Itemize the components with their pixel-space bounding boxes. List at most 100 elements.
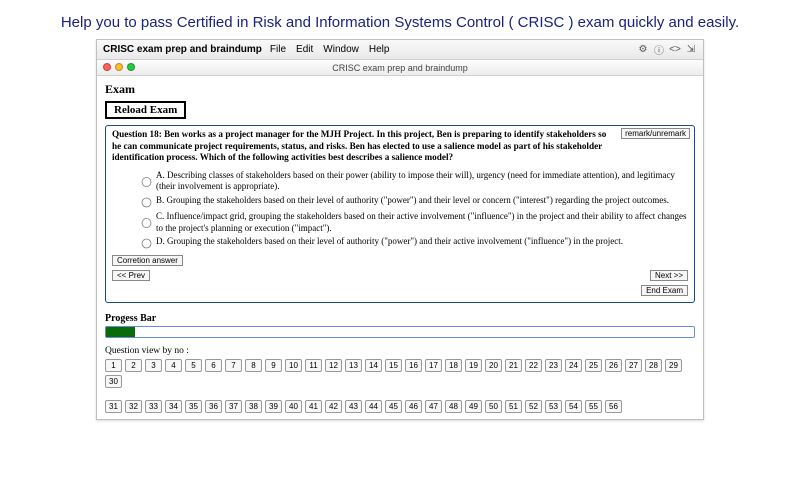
question-num-50[interactable]: 50 <box>485 400 502 413</box>
question-num-36[interactable]: 36 <box>205 400 222 413</box>
question-num-5[interactable]: 5 <box>185 359 202 372</box>
expand-icon[interactable]: ⇲ <box>685 44 697 55</box>
question-num-17[interactable]: 17 <box>425 359 442 372</box>
question-num-29[interactable]: 29 <box>665 359 682 372</box>
question-num-22[interactable]: 22 <box>525 359 542 372</box>
end-exam-button[interactable]: End Exam <box>641 285 688 296</box>
question-num-19[interactable]: 19 <box>465 359 482 372</box>
question-num-55[interactable]: 55 <box>585 400 602 413</box>
question-num-51[interactable]: 51 <box>505 400 522 413</box>
question-num-11[interactable]: 11 <box>305 359 322 372</box>
question-num-33[interactable]: 33 <box>145 400 162 413</box>
question-num-13[interactable]: 13 <box>345 359 362 372</box>
traffic-lights <box>103 63 135 71</box>
menu-file[interactable]: File <box>270 44 286 55</box>
option-a-radio[interactable] <box>142 173 152 190</box>
content-area: Exam Reload Exam remark/unremark Questio… <box>97 76 703 419</box>
question-text: Question 18: Ben works as a project mana… <box>112 129 688 164</box>
question-num-6[interactable]: 6 <box>205 359 222 372</box>
question-num-40[interactable]: 40 <box>285 400 302 413</box>
option-c-label: C. Influence/impact grid, grouping the s… <box>156 211 688 234</box>
question-num-45[interactable]: 45 <box>385 400 402 413</box>
option-a[interactable]: A. Describing classes of stakeholders ba… <box>140 170 688 193</box>
question-num-14[interactable]: 14 <box>365 359 382 372</box>
question-num-23[interactable]: 23 <box>545 359 562 372</box>
progress-bar <box>105 326 695 338</box>
question-num-34[interactable]: 34 <box>165 400 182 413</box>
question-num-46[interactable]: 46 <box>405 400 422 413</box>
question-num-27[interactable]: 27 <box>625 359 642 372</box>
zoom-icon[interactable] <box>127 63 135 71</box>
progress-label: Progess Bar <box>105 313 695 324</box>
question-num-30[interactable]: 30 <box>105 375 122 388</box>
prev-button[interactable]: << Prev <box>112 270 150 281</box>
question-num-44[interactable]: 44 <box>365 400 382 413</box>
app-window: CRISC exam prep and braindump File Edit … <box>96 39 704 420</box>
question-num-15[interactable]: 15 <box>385 359 402 372</box>
question-num-10[interactable]: 10 <box>285 359 302 372</box>
nav-row: << Prev Next >> End Exam <box>112 270 688 296</box>
info-icon[interactable]: ⓘ <box>653 42 665 57</box>
question-num-35[interactable]: 35 <box>185 400 202 413</box>
question-num-3[interactable]: 3 <box>145 359 162 372</box>
question-num-9[interactable]: 9 <box>265 359 282 372</box>
question-num-31[interactable]: 31 <box>105 400 122 413</box>
question-num-39[interactable]: 39 <box>265 400 282 413</box>
menu-window[interactable]: Window <box>323 44 359 55</box>
option-b[interactable]: B. Grouping the stakeholders based on th… <box>140 195 688 209</box>
code-icon[interactable]: <> <box>669 44 681 55</box>
question-num-12[interactable]: 12 <box>325 359 342 372</box>
correction-answer-button[interactable]: Corretion answer <box>112 255 183 266</box>
option-b-radio[interactable] <box>142 198 152 208</box>
question-num-4[interactable]: 4 <box>165 359 182 372</box>
menubar: CRISC exam prep and braindump File Edit … <box>97 40 703 60</box>
question-num-49[interactable]: 49 <box>465 400 482 413</box>
gear-icon[interactable]: ⚙ <box>637 44 649 55</box>
option-d-radio[interactable] <box>142 239 152 249</box>
reload-exam-button[interactable]: Reload Exam <box>105 101 186 119</box>
question-num-43[interactable]: 43 <box>345 400 362 413</box>
question-num-47[interactable]: 47 <box>425 400 442 413</box>
question-num-54[interactable]: 54 <box>565 400 582 413</box>
question-num-24[interactable]: 24 <box>565 359 582 372</box>
option-b-label: B. Grouping the stakeholders based on th… <box>156 195 669 209</box>
question-num-26[interactable]: 26 <box>605 359 622 372</box>
page-headline: Help you to pass Certified in Risk and I… <box>0 0 800 39</box>
titlebar: CRISC exam prep and braindump <box>97 60 703 76</box>
question-panel: remark/unremark Question 18: Ben works a… <box>105 125 695 303</box>
close-icon[interactable] <box>103 63 111 71</box>
question-num-18[interactable]: 18 <box>445 359 462 372</box>
options-list: A. Describing classes of stakeholders ba… <box>140 170 688 251</box>
question-num-42[interactable]: 42 <box>325 400 342 413</box>
question-num-41[interactable]: 41 <box>305 400 322 413</box>
question-num-1[interactable]: 1 <box>105 359 122 372</box>
question-num-21[interactable]: 21 <box>505 359 522 372</box>
question-num-20[interactable]: 20 <box>485 359 502 372</box>
exam-heading: Exam <box>105 82 695 97</box>
question-num-52[interactable]: 52 <box>525 400 542 413</box>
menu-help[interactable]: Help <box>369 44 390 55</box>
question-num-56[interactable]: 56 <box>605 400 622 413</box>
option-a-label: A. Describing classes of stakeholders ba… <box>156 170 688 193</box>
minimize-icon[interactable] <box>115 63 123 71</box>
option-c-radio[interactable] <box>142 215 152 232</box>
question-num-28[interactable]: 28 <box>645 359 662 372</box>
question-num-32[interactable]: 32 <box>125 400 142 413</box>
question-num-37[interactable]: 37 <box>225 400 242 413</box>
question-num-8[interactable]: 8 <box>245 359 262 372</box>
menu-edit[interactable]: Edit <box>296 44 313 55</box>
option-d[interactable]: D. Grouping the stakeholders based on th… <box>140 236 688 250</box>
progress-fill <box>106 327 135 337</box>
question-num-25[interactable]: 25 <box>585 359 602 372</box>
question-num-7[interactable]: 7 <box>225 359 242 372</box>
question-num-16[interactable]: 16 <box>405 359 422 372</box>
menubar-app-name: CRISC exam prep and braindump <box>103 44 262 55</box>
question-num-53[interactable]: 53 <box>545 400 562 413</box>
next-button[interactable]: Next >> <box>650 270 688 281</box>
option-c[interactable]: C. Influence/impact grid, grouping the s… <box>140 211 688 234</box>
remark-button[interactable]: remark/unremark <box>621 128 690 139</box>
question-num-48[interactable]: 48 <box>445 400 462 413</box>
question-number-grid: 1234567891011121314151617181920212223242… <box>105 359 695 413</box>
question-num-2[interactable]: 2 <box>125 359 142 372</box>
question-num-38[interactable]: 38 <box>245 400 262 413</box>
